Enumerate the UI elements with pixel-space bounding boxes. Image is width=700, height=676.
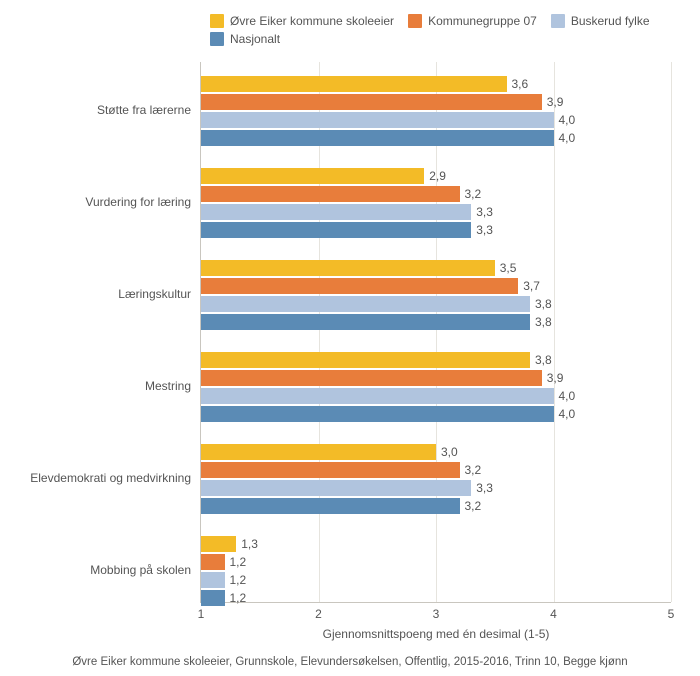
legend-swatch — [210, 14, 224, 28]
chart-container: Øvre Eiker kommune skoleeier Kommunegrupp… — [0, 0, 700, 676]
bar-value-label: 1,2 — [225, 572, 247, 588]
bar-value-label: 3,2 — [460, 498, 482, 514]
x-axis-title: Gjennomsnittspoeng med én desimal (1-5) — [323, 627, 550, 641]
category-label: Vurdering for læring — [1, 195, 191, 209]
bar: 3,2 — [201, 462, 460, 478]
bar-value-label: 3,7 — [518, 278, 540, 294]
bar: 3,2 — [201, 186, 460, 202]
legend-label: Nasjonalt — [230, 30, 280, 48]
legend-swatch — [408, 14, 422, 28]
legend-item: Buskerud fylke — [551, 12, 650, 30]
bar-value-label: 4,0 — [554, 112, 576, 128]
bar: 3,5 — [201, 260, 495, 276]
bar-value-label: 3,8 — [530, 352, 552, 368]
legend-label: Kommunegruppe 07 — [428, 12, 537, 30]
bar: 3,9 — [201, 94, 542, 110]
category-label: Støtte fra lærerne — [1, 103, 191, 117]
bar-value-label: 3,3 — [471, 204, 493, 220]
bar: 4,0 — [201, 112, 554, 128]
bar: 1,2 — [201, 554, 225, 570]
category-label: Elevdemokrati og medvirkning — [1, 471, 191, 485]
gridline — [671, 62, 672, 602]
bar: 1,3 — [201, 536, 236, 552]
legend-label: Buskerud fylke — [571, 12, 650, 30]
category-label: Mobbing på skolen — [1, 563, 191, 577]
bar-value-label: 4,0 — [554, 130, 576, 146]
bar-value-label: 3,6 — [507, 76, 529, 92]
bar: 4,0 — [201, 130, 554, 146]
bar: 3,3 — [201, 480, 471, 496]
bar: 3,2 — [201, 498, 460, 514]
plot-area: Gjennomsnittspoeng med én desimal (1-5) … — [200, 62, 671, 603]
chart-caption: Øvre Eiker kommune skoleeier, Grunnskole… — [0, 656, 700, 668]
legend: Øvre Eiker kommune skoleeier Kommunegrupp… — [0, 12, 700, 48]
legend-item: Nasjonalt — [210, 30, 280, 48]
bar-value-label: 3,8 — [530, 314, 552, 330]
category-label: Mestring — [1, 379, 191, 393]
bar: 3,9 — [201, 370, 542, 386]
bar: 3,8 — [201, 314, 530, 330]
bar: 3,6 — [201, 76, 507, 92]
bar-value-label: 3,9 — [542, 94, 564, 110]
category-group: Elevdemokrati og medvirkning3,03,23,33,2 — [201, 444, 671, 514]
bar: 3,3 — [201, 204, 471, 220]
x-tick-label: 2 — [299, 607, 339, 621]
bar-value-label: 3,2 — [460, 186, 482, 202]
legend-label: Øvre Eiker kommune skoleeier — [230, 12, 394, 30]
bar-value-label: 3,3 — [471, 480, 493, 496]
bar-value-label: 3,9 — [542, 370, 564, 386]
bar-value-label: 3,8 — [530, 296, 552, 312]
bar: 3,3 — [201, 222, 471, 238]
bar: 3,0 — [201, 444, 436, 460]
legend-swatch — [551, 14, 565, 28]
bar-value-label: 1,2 — [225, 554, 247, 570]
bar-value-label: 3,0 — [436, 444, 458, 460]
x-tick-label: 4 — [534, 607, 574, 621]
bar: 3,7 — [201, 278, 518, 294]
bar: 4,0 — [201, 388, 554, 404]
bar: 1,2 — [201, 590, 225, 606]
bar: 3,8 — [201, 352, 530, 368]
category-group: Vurdering for læring2,93,23,33,3 — [201, 168, 671, 238]
bar: 3,8 — [201, 296, 530, 312]
legend-item: Øvre Eiker kommune skoleeier — [210, 12, 394, 30]
category-group: Læringskultur3,53,73,83,8 — [201, 260, 671, 330]
bar-value-label: 4,0 — [554, 388, 576, 404]
bar: 4,0 — [201, 406, 554, 422]
category-group: Støtte fra lærerne3,63,94,04,0 — [201, 76, 671, 146]
bar-value-label: 2,9 — [424, 168, 446, 184]
x-tick-label: 3 — [416, 607, 456, 621]
category-group: Mestring3,83,94,04,0 — [201, 352, 671, 422]
legend-item: Kommunegruppe 07 — [408, 12, 537, 30]
bar-value-label: 3,2 — [460, 462, 482, 478]
bar-value-label: 1,3 — [236, 536, 258, 552]
category-label: Læringskultur — [1, 287, 191, 301]
category-group: Mobbing på skolen1,31,21,21,2 — [201, 536, 671, 606]
legend-swatch — [210, 32, 224, 46]
bar-value-label: 1,2 — [225, 590, 247, 606]
bar-value-label: 3,3 — [471, 222, 493, 238]
bar: 2,9 — [201, 168, 424, 184]
bar-value-label: 4,0 — [554, 406, 576, 422]
bar-value-label: 3,5 — [495, 260, 517, 276]
bar: 1,2 — [201, 572, 225, 588]
x-tick-label: 5 — [651, 607, 691, 621]
x-tick-label: 1 — [181, 607, 221, 621]
